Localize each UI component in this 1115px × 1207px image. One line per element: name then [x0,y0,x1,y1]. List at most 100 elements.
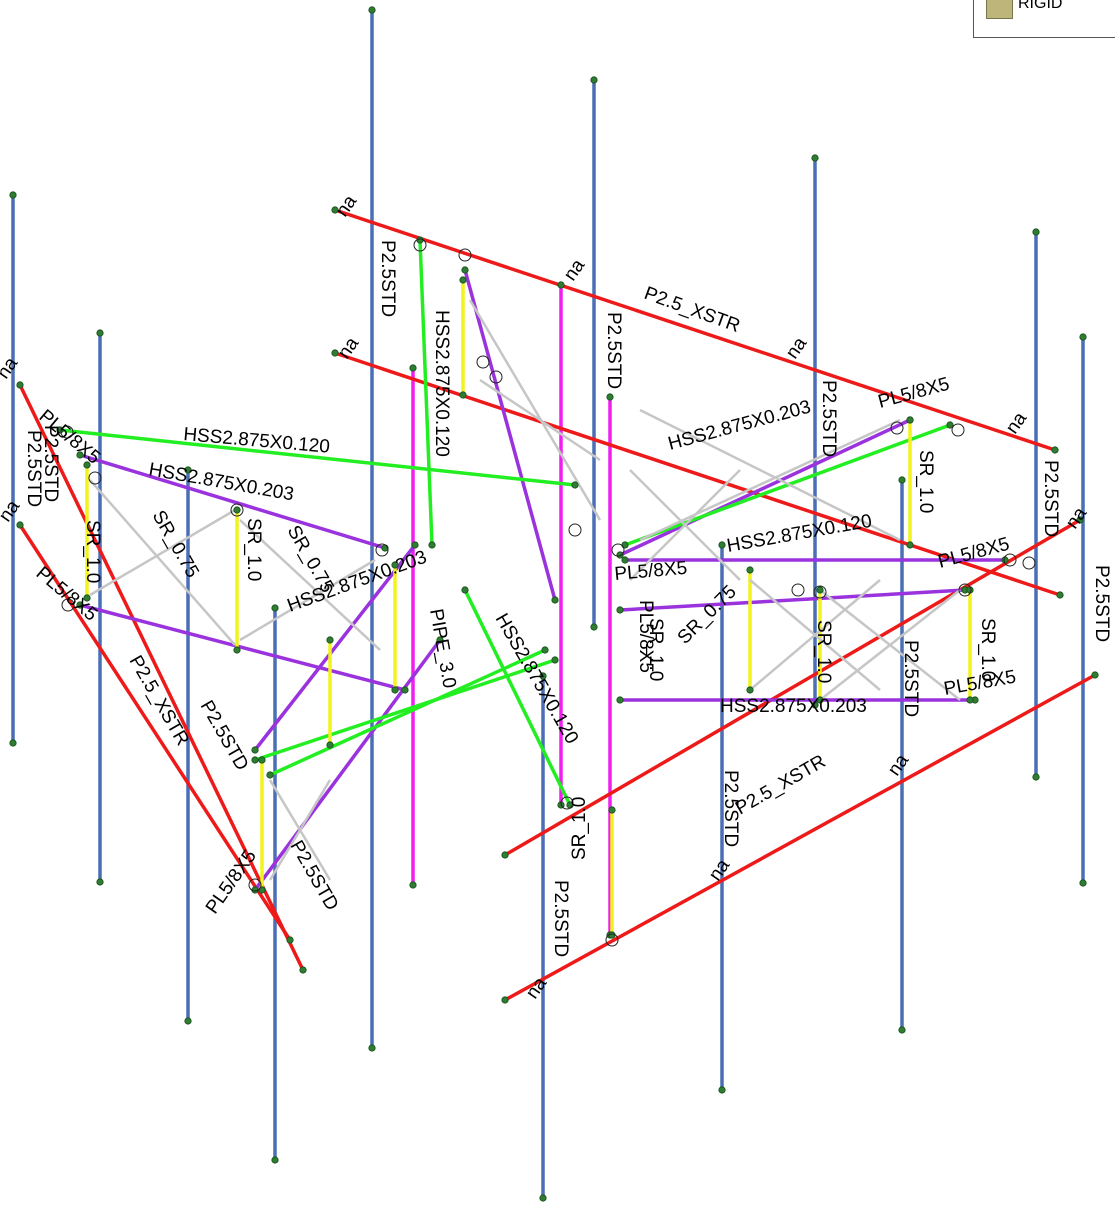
node-dot [616,696,624,704]
node-dot [326,741,334,749]
node-dot [557,281,565,289]
node-dot [1001,556,1009,564]
node-dot [816,696,824,704]
node-dot [428,541,436,549]
hss-member [79,603,406,692]
diagonal-member [269,648,546,777]
node-dot [331,206,339,214]
release-ring [61,598,75,612]
member-label: HSS2.875X0.120 [725,511,873,557]
member-label: SR_1.0 [243,518,264,581]
node-dot [459,391,467,399]
node-dot [411,541,419,549]
member-label: na [705,855,735,885]
release-ring [611,543,625,557]
node-dot [1051,446,1059,454]
release-ring [88,471,102,485]
brace-member [639,408,901,542]
node-dot [9,739,17,747]
brace-member [819,589,961,701]
node-dot [251,746,259,754]
node-dot [461,266,469,274]
member-label: na [560,255,590,285]
node-dot [746,686,754,694]
node-dot [539,672,547,680]
release-ring [248,878,262,892]
release-ring [605,933,619,947]
node-dot [299,966,307,974]
release-ring [951,423,965,437]
release-ring [958,583,972,597]
member-label: SR_1.0 [569,797,590,860]
member-label: P2.5STD [550,880,571,957]
node-dot [331,349,339,357]
horizontal-member [504,518,1081,857]
node-dot [539,1194,547,1202]
member-label: SR_1.0 [645,618,666,681]
node-dot [608,931,616,939]
node-dot [898,476,906,484]
diagonal-member [418,239,434,546]
brace-member [749,579,881,691]
node-dot [906,416,914,424]
member-label: SR_1.0 [915,450,936,513]
node-dot [551,596,559,604]
member-label: P2.5STD [720,770,741,847]
member-label: P2.5STD [1040,460,1061,537]
member-label: na [884,750,914,780]
node-dot [16,521,24,529]
horizontal-member [504,673,1096,1002]
node-dot [76,601,84,609]
node-dot [551,656,559,664]
member-label: PIPE_3.0 [425,607,460,690]
node-dot [898,1026,906,1034]
node-dot [1032,773,1040,781]
node-dot [501,851,509,859]
diagonal-member [59,428,576,487]
member-label: HSS2.875X0.203 [666,397,813,455]
member-label: SR_0.75 [148,507,203,582]
node-dot [811,154,819,162]
hss-member [463,269,557,601]
node-dot [966,586,974,594]
release-ring [813,585,827,599]
node-dot [76,451,84,459]
member-label: P2.5_XSTR [732,751,829,819]
hss-member [253,638,442,892]
diagonal-member [463,589,572,806]
node-dot [184,1017,192,1025]
release-ring [489,370,503,384]
brace-member [639,418,901,542]
horizontal-member [18,524,292,941]
node-dot [368,1044,376,1052]
node-dot [271,604,279,612]
node-dot [590,623,598,631]
brace-member [239,519,381,651]
node-dot [811,701,819,709]
release-ring [476,355,490,369]
node-dot [9,191,17,199]
node-dot [1056,591,1064,599]
release-ring [230,503,244,517]
hss-member [619,418,911,557]
member-label: P2.5STD [603,312,624,389]
horizontal-member [334,208,1056,452]
member-label: na [334,333,364,363]
member-label: SR_0.75 [674,581,741,648]
node-dot [258,756,266,764]
member-label: HSS2.875X0.120 [491,610,583,748]
hss-member [619,588,966,612]
nodes-layer [9,6,1099,1202]
node-dot [271,1156,279,1164]
release-ring [375,543,389,557]
member-label: P2.5STD [286,837,343,914]
node-dot [1091,671,1099,679]
node-dot [184,466,192,474]
hss-member [79,453,386,550]
node-dot [621,556,629,564]
brace-member [89,508,236,597]
release-ring [890,421,904,435]
node-dot [746,566,754,574]
release-ring [1022,556,1036,570]
